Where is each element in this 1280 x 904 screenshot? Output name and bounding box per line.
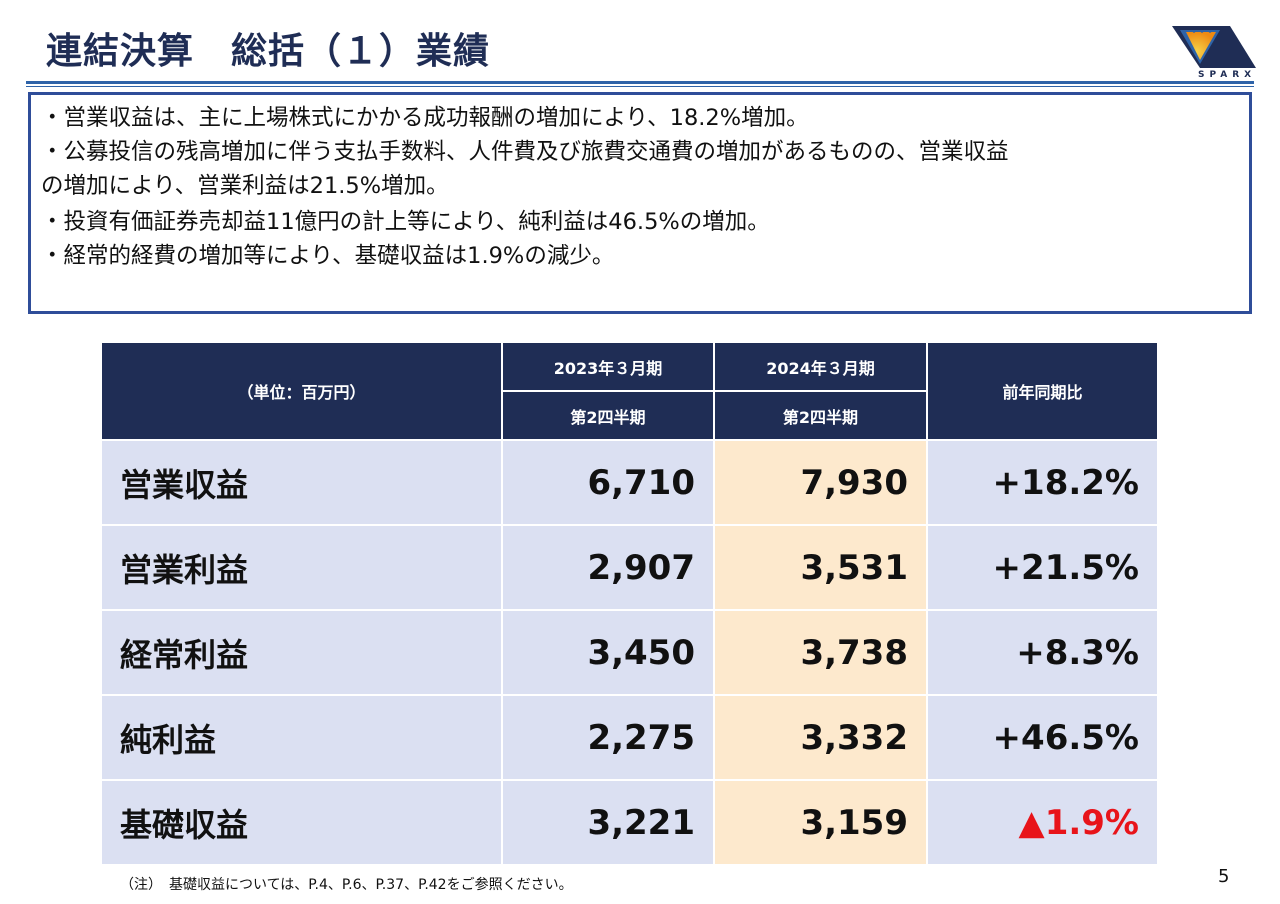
callout-bullet-continued: の増加により、営業利益は21.5%増加。 (41, 173, 449, 199)
unit-header: （単位：百万円） (100, 341, 503, 441)
prev-value: 2,907 (501, 524, 715, 611)
yoy-value-negative: ▲1.9% (926, 779, 1159, 866)
curr-value: 7,930 (713, 439, 928, 526)
summary-callout: ・営業収益は、主に上場株式にかかる成功報酬の増加により、18.2%増加。 ・公募… (28, 92, 1252, 314)
table-row: 純利益 2,275 3,332 +46.5% (100, 694, 1159, 781)
row-label: 基礎収益 (100, 779, 503, 866)
table-row: 経常利益 3,450 3,738 +8.3% (100, 609, 1159, 696)
yoy-value: +21.5% (926, 524, 1159, 611)
period-header-prev: 2023年３月期 (501, 341, 715, 392)
page-title: 連結決算 総括（１）業績 (46, 31, 491, 72)
row-label: 営業収益 (100, 439, 503, 526)
curr-value: 3,332 (713, 694, 928, 781)
prev-value: 3,221 (501, 779, 715, 866)
yoy-header: 前年同期比 (926, 341, 1159, 441)
callout-bullet: ・経常的経費の増加等により、基礎収益は1.9%の減少。 (41, 243, 615, 269)
row-label: 営業利益 (100, 524, 503, 611)
yoy-value: +46.5% (926, 694, 1159, 781)
table-row: 基礎収益 3,221 3,159 ▲1.9% (100, 779, 1159, 866)
callout-bullet: ・投資有価証券売却益11億円の計上等により、純利益は46.5%の増加。 (41, 209, 770, 235)
curr-value: 3,159 (713, 779, 928, 866)
quarter-header-prev: 第2四半期 (501, 390, 715, 441)
period-header-curr: 2024年３月期 (713, 341, 928, 392)
row-label: 純利益 (100, 694, 503, 781)
callout-bullet: ・公募投信の残高増加に伴う支払手数料、人件費及び旅費交通費の増加があるものの、営… (41, 139, 1009, 165)
title-divider (26, 81, 1254, 84)
callout-bullet: ・営業収益は、主に上場株式にかかる成功報酬の増加により、18.2%増加。 (41, 105, 809, 131)
yoy-value: +18.2% (926, 439, 1159, 526)
page-number: 5 (1218, 866, 1230, 887)
results-table: （単位：百万円） 2023年３月期 2024年３月期 前年同期比 第2四半期 第… (100, 341, 1159, 866)
table-row: 営業利益 2,907 3,531 +21.5% (100, 524, 1159, 611)
table-row: 営業収益 6,710 7,930 +18.2% (100, 439, 1159, 526)
quarter-header-curr: 第2四半期 (713, 390, 928, 441)
title-divider-thin (26, 86, 1254, 87)
curr-value: 3,531 (713, 524, 928, 611)
curr-value: 3,738 (713, 609, 928, 696)
prev-value: 3,450 (501, 609, 715, 696)
footnote: （注） 基礎収益については、P.4、P.6、P.37、P.42をご参照ください。 (120, 877, 573, 893)
prev-value: 2,275 (501, 694, 715, 781)
row-label: 経常利益 (100, 609, 503, 696)
sparx-logo-icon (1172, 26, 1256, 68)
yoy-value: +8.3% (926, 609, 1159, 696)
logo-text: SPARX (1198, 70, 1257, 80)
prev-value: 6,710 (501, 439, 715, 526)
